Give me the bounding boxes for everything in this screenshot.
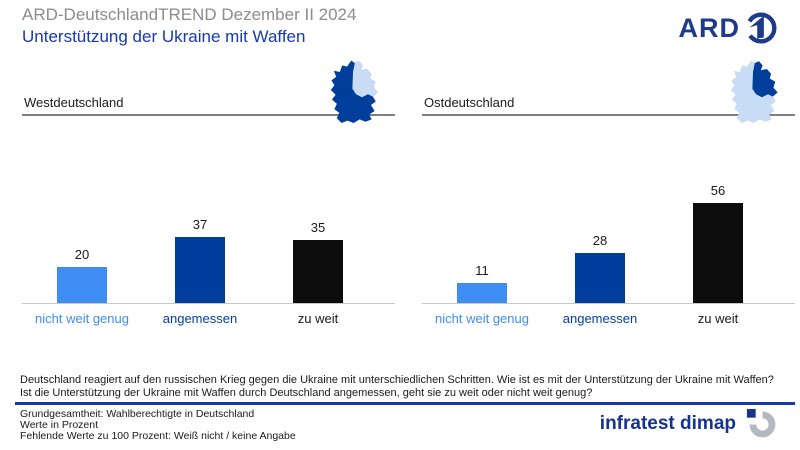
bar-east-zu-weit: 56 bbox=[693, 60, 743, 303]
category-label-nicht-weit-genug: nicht weit genug bbox=[35, 311, 129, 326]
bar-value-label: 35 bbox=[310, 220, 326, 235]
survey-pretitle: ARD-DeutschlandTREND Dezember II 2024 bbox=[22, 5, 357, 24]
category-label-angemessen: angemessen bbox=[162, 311, 238, 326]
survey-question-text: Deutschland reagiert auf den russischen … bbox=[20, 374, 774, 399]
bar bbox=[57, 267, 107, 303]
category-label-angemessen: angemessen bbox=[562, 311, 638, 326]
panel-rule bbox=[422, 114, 795, 116]
footnote-missing-values: Fehlende Werte zu 100 Prozent: Weiß nich… bbox=[20, 429, 296, 442]
bar-value-label: 11 bbox=[475, 263, 489, 278]
bar-east-angemessen: 28 bbox=[575, 60, 625, 303]
category-label-zu-weit: zu weit bbox=[297, 311, 339, 326]
germany-map-west-icon bbox=[330, 60, 378, 123]
panel-ostdeutschland: Ostdeutschland 11 28 56 nicht weit genug… bbox=[422, 60, 795, 340]
footnotes: Grundgesamtheit: Wahlberechtigte in Deut… bbox=[20, 409, 296, 441]
footnote-population: Grundgesamtheit: Wahlberechtigte in Deut… bbox=[20, 408, 255, 420]
ard-logo: ARD bbox=[679, 9, 781, 47]
bar bbox=[293, 240, 343, 303]
ard-logo-text: ARD bbox=[678, 12, 740, 43]
bar-east-nicht-weit-genug: 11 bbox=[457, 60, 507, 303]
category-label-nicht-weit-genug: nicht weit genug bbox=[435, 311, 529, 326]
bar-value-label: 56 bbox=[710, 183, 726, 198]
bar-west-nicht-weit-genug: 20 bbox=[57, 60, 107, 303]
bar bbox=[693, 203, 743, 303]
footnote-unit: Werte in Prozent bbox=[20, 418, 99, 431]
infratest-dimap-logo: infratest dimap bbox=[600, 407, 778, 440]
germany-map-east-icon bbox=[730, 60, 778, 123]
x-axis-line bbox=[22, 303, 395, 304]
bar-west-zu-weit: 35 bbox=[293, 60, 343, 303]
bar bbox=[175, 237, 225, 303]
x-axis-line bbox=[422, 303, 795, 304]
bar-west-angemessen: 37 bbox=[175, 60, 225, 303]
bar-value-label: 37 bbox=[192, 217, 208, 232]
panel-rule bbox=[22, 114, 395, 116]
footer-separator-line bbox=[15, 402, 795, 405]
infratest-dimap-logo-text: infratest dimap bbox=[599, 412, 736, 434]
page-title: Unterstützung der Ukraine mit Waffen bbox=[22, 27, 306, 46]
das-erste-one-icon bbox=[747, 12, 777, 44]
bar bbox=[457, 283, 507, 303]
bar-value-label: 28 bbox=[592, 233, 608, 248]
panel-title-east: Ostdeutschland bbox=[424, 95, 515, 110]
bar bbox=[575, 253, 625, 303]
bar-value-label: 20 bbox=[74, 247, 90, 262]
panel-westdeutschland: Westdeutschland 20 37 35 nicht weit genu… bbox=[22, 60, 395, 340]
panel-title-west: Westdeutschland bbox=[24, 95, 124, 110]
category-label-zu-weit: zu weit bbox=[697, 311, 739, 326]
infratest-dimap-mark-icon bbox=[746, 408, 776, 438]
